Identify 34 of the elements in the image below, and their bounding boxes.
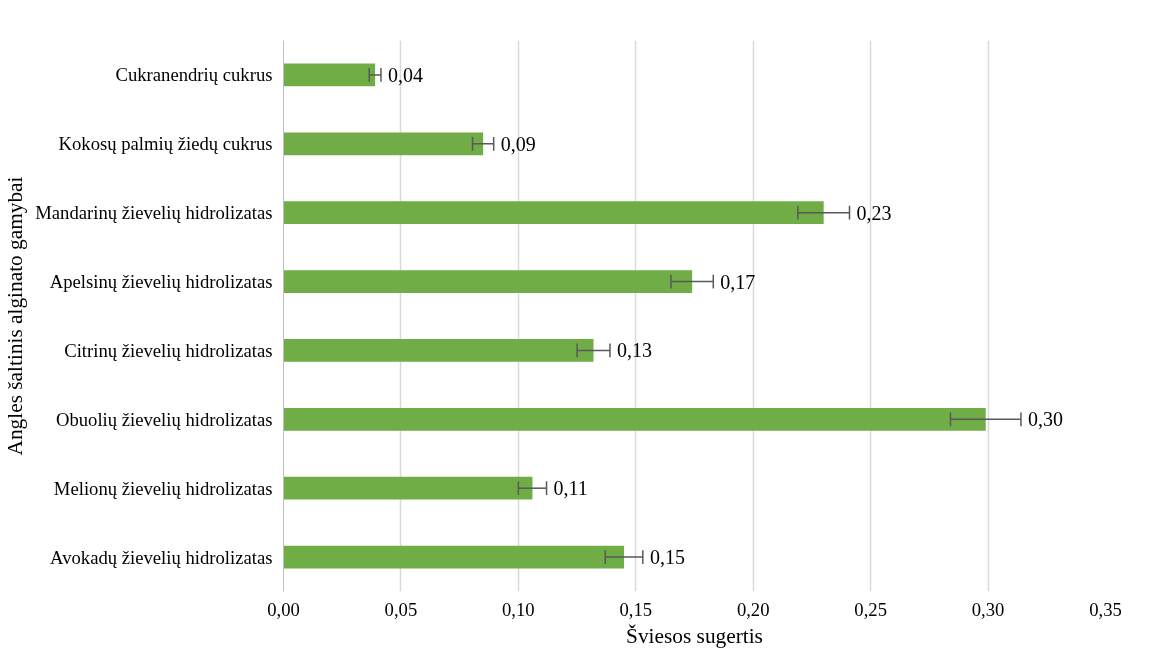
bar (283, 63, 376, 87)
bar (283, 476, 533, 500)
data-label: 0,13 (617, 339, 652, 362)
x-tick-label: 0,00 (267, 598, 300, 620)
y-tick-label: Kokosų palmių žiedų cukrus (58, 133, 273, 155)
x-tick-label: 0,25 (854, 598, 887, 620)
bar (283, 132, 484, 156)
y-tick-label: Apelsinų žievelių hidrolizatas (49, 271, 273, 293)
y-tick-label: Avokadų žievelių hidrolizatas (50, 546, 273, 568)
x-tick-label: 0,10 (502, 598, 535, 620)
data-label: 0,11 (553, 477, 588, 500)
y-tick-label: Cukranendrių cukrus (115, 64, 273, 86)
data-label: 0,09 (500, 132, 536, 155)
bar (283, 545, 625, 569)
data-label: 0,15 (649, 546, 685, 569)
x-tick-label: 0,30 (971, 598, 1005, 620)
x-axis-title: Šviesos sugertis (626, 623, 763, 648)
x-tick-label: 0,05 (384, 598, 418, 620)
data-label: 0,04 (388, 63, 424, 86)
bar (283, 407, 986, 431)
x-tick-label: 0,20 (736, 598, 770, 620)
bar (283, 270, 693, 293)
y-tick-label: Obuolių žievelių hidrolizatas (55, 408, 273, 430)
y-tick-label: Citrinų žievelių hidrolizatas (64, 339, 273, 361)
y-tick-label: Mandarinų žievelių hidrolizatas (35, 202, 273, 224)
y-tick-label: Melionų žievelių hidrolizatas (53, 477, 273, 499)
bar (283, 201, 824, 225)
x-tick-label: 0,15 (619, 598, 653, 620)
data-label: 0,30 (1028, 408, 1063, 431)
data-label: 0,23 (856, 201, 892, 224)
x-tick-label: 0,35 (1089, 598, 1122, 620)
bar (283, 339, 594, 362)
data-label: 0,17 (720, 270, 756, 293)
y-axis-title: Angles šaltinis alginato gamybai (3, 176, 28, 456)
